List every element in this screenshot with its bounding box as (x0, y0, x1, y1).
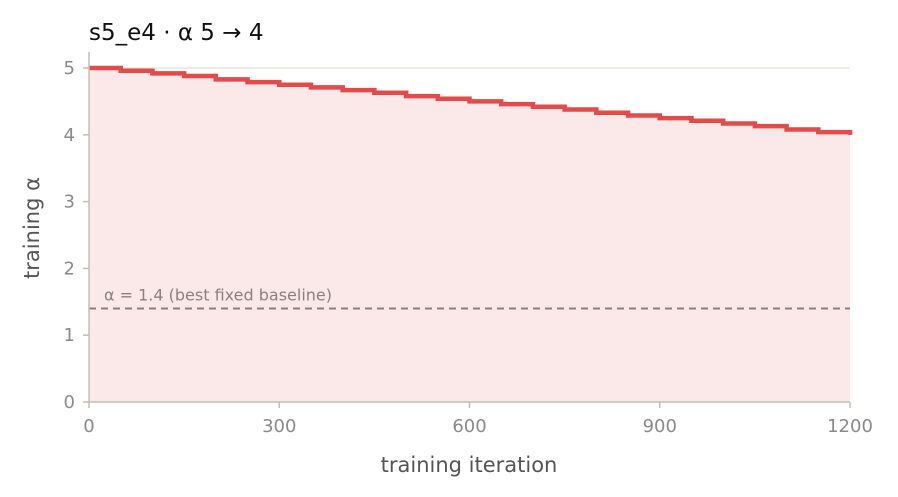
tick-labels: 0 300 600 900 1200 0 1 2 3 4 5 (64, 58, 873, 437)
baseline-label: α = 1.4 (best fixed baseline) (104, 285, 332, 304)
x-axis-title: training iteration (381, 453, 558, 477)
y-tick-label: 5 (64, 58, 75, 79)
plot-area: α = 1.4 (best fixed baseline) (89, 65, 853, 403)
x-tick-label: 900 (643, 416, 677, 437)
x-tick-label: 300 (262, 416, 296, 437)
series-area-fill (89, 68, 850, 403)
chart-title: s5_e4 · α 5 → 4 (89, 20, 263, 46)
series-line (89, 65, 853, 135)
y-tick-label: 3 (64, 192, 75, 213)
x-tick-label: 600 (452, 416, 486, 437)
y-axis-title: training α (20, 177, 44, 279)
y-tick-label: 4 (64, 125, 75, 146)
x-tick-label: 1200 (827, 416, 873, 437)
y-tick-label: 2 (64, 258, 75, 279)
y-tick-label: 1 (64, 325, 75, 346)
axes (83, 52, 851, 408)
x-tick-label: 0 (83, 416, 94, 437)
y-tick-label: 0 (64, 392, 75, 413)
